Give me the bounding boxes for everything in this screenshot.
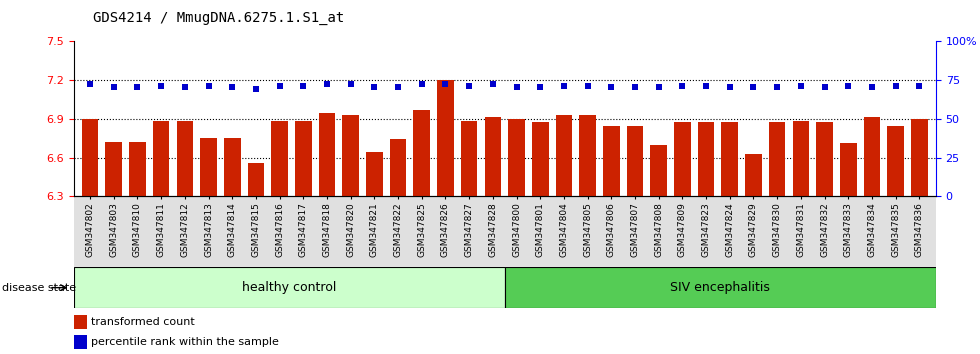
Bar [556, 115, 572, 354]
Bar [911, 119, 928, 354]
Bar [651, 144, 667, 354]
Point [82, 81, 98, 87]
Bar [129, 142, 146, 354]
Point [674, 83, 690, 89]
Point [816, 85, 832, 90]
Point [177, 85, 193, 90]
Bar [484, 117, 501, 354]
Point [793, 83, 808, 89]
Point [911, 83, 927, 89]
Point [367, 85, 382, 90]
Bar [887, 126, 904, 354]
Bar [248, 163, 265, 354]
Bar [532, 122, 549, 354]
Bar [74, 335, 87, 348]
Bar [318, 113, 335, 354]
Bar [271, 121, 288, 354]
Bar [505, 267, 936, 308]
Point [556, 83, 571, 89]
Point [841, 83, 857, 89]
Point [224, 85, 240, 90]
Bar [342, 115, 359, 354]
Bar [863, 117, 880, 354]
Bar [674, 122, 691, 354]
Point [604, 85, 619, 90]
Bar [106, 142, 122, 354]
Point [580, 83, 596, 89]
Point [485, 81, 501, 87]
Point [129, 85, 145, 90]
Bar [603, 126, 619, 354]
Bar [769, 122, 785, 354]
Point [319, 81, 335, 87]
Bar [816, 122, 833, 354]
Bar [81, 119, 98, 354]
Point [153, 83, 169, 89]
Point [864, 85, 880, 90]
Bar [461, 121, 477, 354]
Point [746, 85, 761, 90]
Point [462, 83, 477, 89]
Text: GDS4214 / MmugDNA.6275.1.S1_at: GDS4214 / MmugDNA.6275.1.S1_at [93, 11, 344, 25]
Point [651, 85, 666, 90]
Point [769, 85, 785, 90]
Point [343, 81, 359, 87]
Bar [840, 143, 857, 354]
Text: percentile rank within the sample: percentile rank within the sample [91, 337, 278, 347]
Text: healthy control: healthy control [242, 281, 336, 294]
Bar [224, 138, 240, 354]
Text: SIV encephalitis: SIV encephalitis [670, 281, 770, 294]
Bar [437, 80, 454, 354]
Bar [579, 115, 596, 354]
Bar [200, 138, 217, 354]
Bar [793, 121, 809, 354]
Point [509, 85, 524, 90]
Point [106, 85, 122, 90]
Point [271, 83, 287, 89]
Text: disease state: disease state [2, 282, 76, 293]
Bar [390, 139, 407, 354]
Bar [414, 109, 430, 354]
Bar [295, 121, 312, 354]
Bar [698, 122, 714, 354]
Bar [176, 121, 193, 354]
Bar [367, 152, 382, 354]
Point [532, 85, 548, 90]
Point [722, 85, 738, 90]
Bar [74, 315, 87, 329]
Point [248, 86, 264, 92]
Bar [627, 126, 643, 354]
Bar [74, 196, 936, 274]
Point [390, 85, 406, 90]
Point [888, 83, 904, 89]
Point [296, 83, 312, 89]
Bar [153, 121, 170, 354]
Bar [721, 122, 738, 354]
Point [627, 85, 643, 90]
Point [201, 83, 217, 89]
Bar [74, 267, 505, 308]
Point [438, 81, 454, 87]
Point [414, 81, 429, 87]
Bar [745, 154, 761, 354]
Text: transformed count: transformed count [91, 318, 194, 327]
Point [698, 83, 713, 89]
Bar [509, 119, 525, 354]
